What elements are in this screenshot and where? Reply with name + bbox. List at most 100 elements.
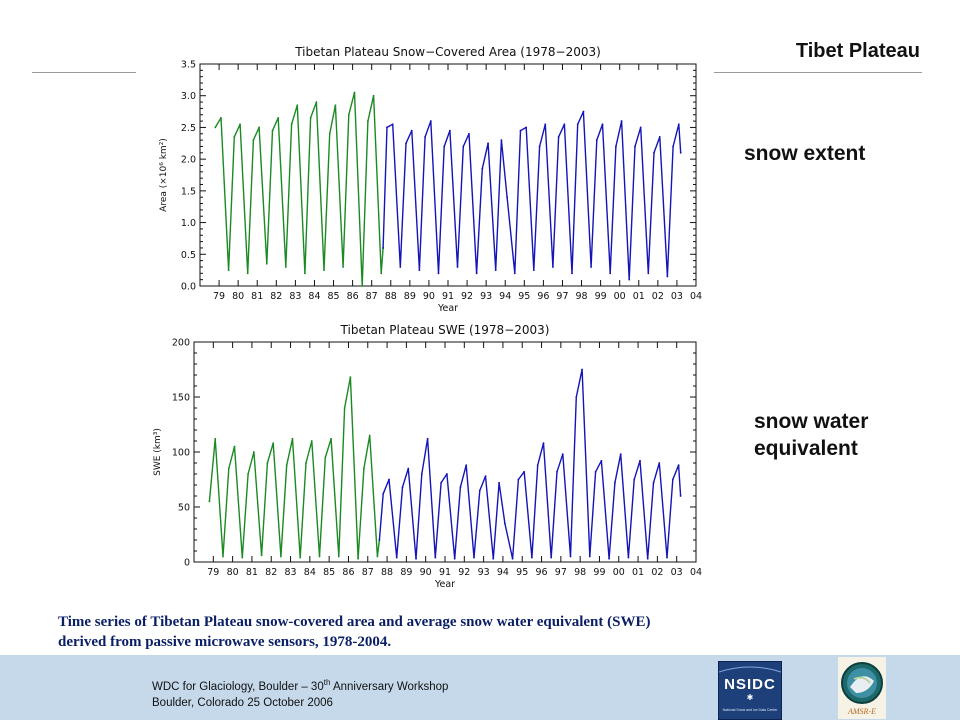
data-point bbox=[561, 453, 564, 456]
data-point bbox=[324, 456, 327, 459]
data-point bbox=[222, 555, 224, 558]
data-point bbox=[291, 437, 294, 440]
data-point bbox=[227, 467, 230, 470]
x-tick-label: 02 bbox=[652, 291, 664, 302]
data-point bbox=[252, 139, 255, 142]
data-point bbox=[368, 434, 371, 437]
data-point bbox=[446, 473, 448, 475]
x-tick-label: 84 bbox=[304, 567, 316, 578]
data-point bbox=[628, 278, 631, 281]
data-point bbox=[277, 117, 280, 119]
data-point bbox=[544, 123, 547, 126]
data-point bbox=[500, 139, 503, 142]
data-point bbox=[258, 126, 261, 129]
nsidc-logo: ✱ NSIDC National Snow and Ice Data Cente… bbox=[718, 661, 782, 720]
data-point bbox=[582, 110, 585, 113]
x-tick-label: 93 bbox=[480, 291, 492, 302]
x-tick-label: 04 bbox=[690, 567, 702, 578]
footer-line1-pre: WDC for Glaciology, Boulder – 30 bbox=[152, 680, 324, 693]
data-point bbox=[530, 556, 533, 559]
data-point bbox=[318, 555, 321, 558]
y-tick-label: 2.5 bbox=[181, 123, 196, 134]
y-tick-label: 2.0 bbox=[181, 155, 196, 166]
x-tick-label: 96 bbox=[535, 567, 547, 578]
data-point bbox=[353, 91, 356, 94]
data-point bbox=[349, 376, 352, 379]
data-point bbox=[424, 136, 427, 138]
data-point bbox=[536, 464, 539, 467]
series-line-1 bbox=[382, 110, 682, 281]
data-point bbox=[614, 481, 616, 484]
footer-line1: WDC for Glaciology, Boulder – 30th Anniv… bbox=[152, 675, 448, 695]
data-point bbox=[494, 269, 497, 272]
amsre-logo-text: AMSR-E bbox=[848, 707, 876, 716]
data-point bbox=[449, 129, 451, 132]
x-tick-label: 93 bbox=[478, 567, 490, 578]
data-point bbox=[459, 486, 462, 489]
data-point bbox=[334, 104, 337, 107]
data-point bbox=[601, 123, 604, 126]
x-tick-label: 91 bbox=[439, 567, 451, 578]
data-point bbox=[473, 556, 475, 559]
data-point bbox=[208, 500, 211, 503]
data-point bbox=[227, 269, 230, 272]
caption-line1: Time series of Tibetan Plateau snow-cove… bbox=[58, 614, 651, 630]
data-point bbox=[323, 269, 325, 272]
data-point bbox=[478, 489, 481, 492]
x-tick-label: 87 bbox=[362, 567, 374, 578]
data-point bbox=[556, 470, 558, 473]
data-point bbox=[239, 123, 241, 126]
data-point bbox=[247, 473, 249, 475]
x-axis-label: Year bbox=[434, 579, 455, 590]
x-tick-label: 03 bbox=[671, 567, 683, 578]
data-point bbox=[481, 167, 484, 170]
x-tick-label: 88 bbox=[381, 567, 393, 578]
y-tick-label: 1.0 bbox=[181, 218, 196, 229]
title-rule-right bbox=[714, 72, 922, 73]
x-tick-label: 00 bbox=[613, 567, 625, 578]
data-point bbox=[361, 285, 364, 287]
x-tick-label: 94 bbox=[497, 567, 509, 578]
data-point bbox=[296, 104, 299, 107]
data-point bbox=[330, 437, 332, 440]
x-tick-label: 90 bbox=[423, 291, 435, 302]
data-point bbox=[290, 123, 293, 126]
data-point bbox=[285, 464, 288, 467]
data-point bbox=[357, 557, 360, 560]
data-point bbox=[542, 442, 545, 445]
data-point bbox=[609, 272, 612, 275]
data-point bbox=[552, 266, 554, 268]
plot-frame bbox=[193, 341, 697, 563]
data-point bbox=[465, 464, 468, 467]
data-point bbox=[513, 272, 516, 275]
x-tick-label: 02 bbox=[651, 567, 663, 578]
data-point bbox=[608, 557, 611, 560]
swe-chart: Tibetan Plateau SWE (1978−2003) 0 50 100 150… bbox=[153, 323, 702, 590]
data-point bbox=[378, 539, 381, 541]
data-point bbox=[620, 120, 623, 122]
data-point bbox=[399, 266, 402, 268]
data-point bbox=[382, 492, 385, 495]
y-axis-label: SWE (km³) bbox=[153, 428, 163, 476]
data-point bbox=[214, 437, 217, 440]
y-tick-label: 0.0 bbox=[181, 282, 196, 293]
data-point bbox=[647, 272, 650, 275]
data-point bbox=[386, 126, 388, 129]
title-rule-left bbox=[32, 72, 136, 73]
data-point bbox=[666, 275, 669, 278]
x-tick-label: 95 bbox=[518, 291, 530, 302]
data-point bbox=[395, 556, 398, 559]
data-point bbox=[260, 554, 263, 557]
data-point bbox=[405, 142, 407, 145]
data-point bbox=[434, 556, 437, 559]
data-point bbox=[576, 123, 579, 126]
data-point bbox=[456, 266, 459, 268]
data-point bbox=[343, 407, 346, 409]
data-point bbox=[401, 486, 404, 489]
series-line-0 bbox=[214, 91, 384, 287]
data-point bbox=[646, 557, 649, 560]
data-point bbox=[241, 556, 244, 559]
data-point bbox=[525, 126, 528, 129]
data-point bbox=[519, 129, 522, 132]
x-tick-label: 84 bbox=[308, 291, 320, 302]
